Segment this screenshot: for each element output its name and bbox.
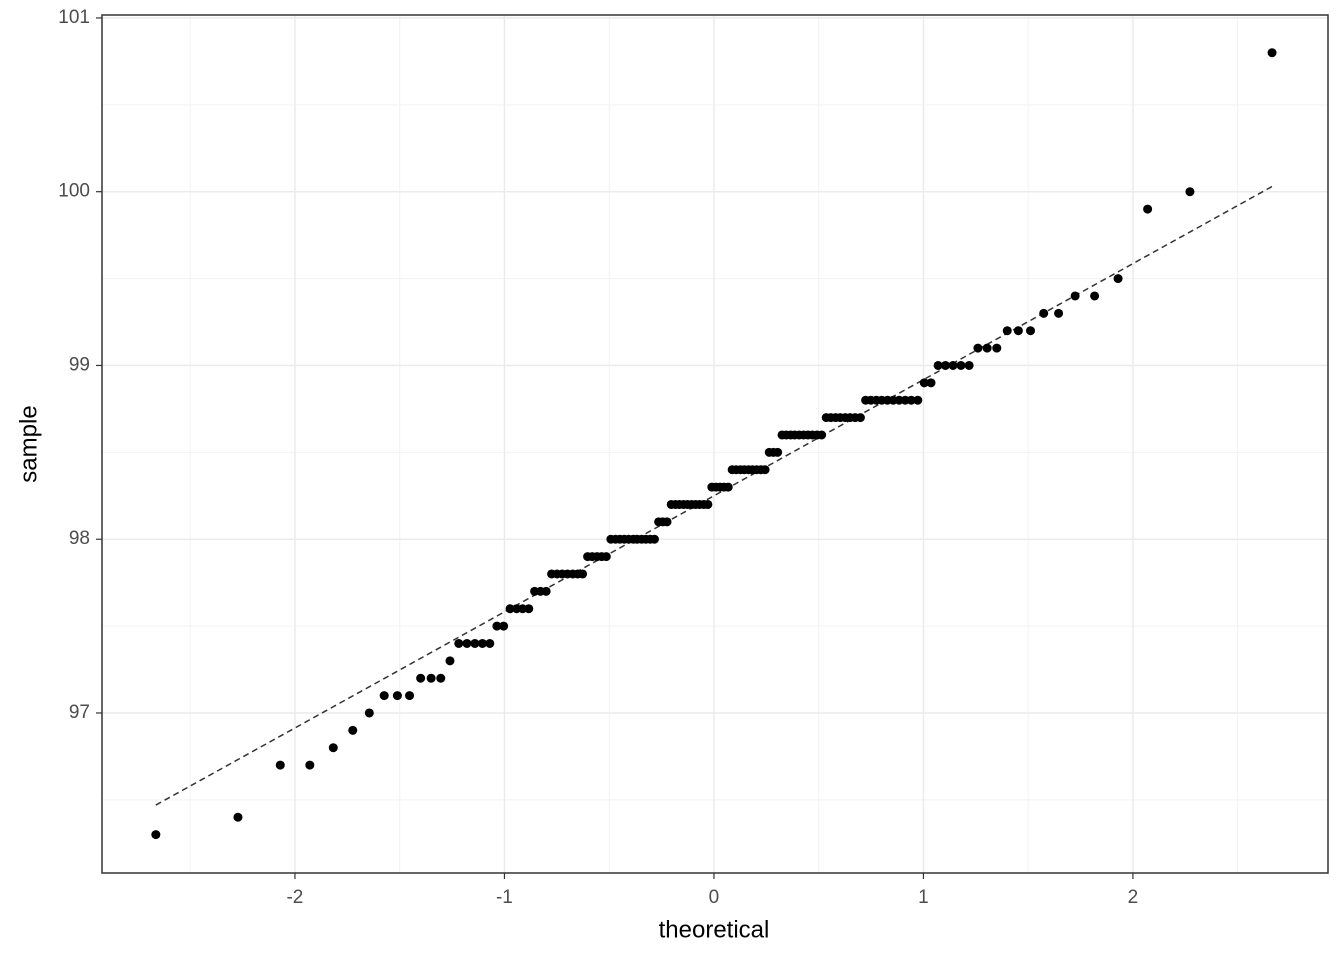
point bbox=[426, 673, 436, 683]
panel-border bbox=[101, 14, 1329, 874]
y-tick-label: 97 bbox=[69, 702, 90, 723]
point bbox=[151, 830, 161, 840]
y-tick-label: 101 bbox=[58, 7, 90, 28]
point bbox=[1143, 204, 1153, 214]
point bbox=[492, 621, 502, 631]
point bbox=[524, 604, 534, 614]
point bbox=[1002, 326, 1012, 336]
point bbox=[541, 586, 551, 596]
point bbox=[445, 656, 455, 666]
point bbox=[973, 343, 983, 353]
point bbox=[1090, 291, 1100, 301]
point bbox=[992, 343, 1002, 353]
point bbox=[906, 395, 916, 405]
x-tick-label: 1 bbox=[918, 887, 929, 908]
point bbox=[405, 691, 415, 701]
point bbox=[328, 743, 338, 753]
point bbox=[956, 360, 966, 370]
x-axis-title: theoretical bbox=[659, 916, 770, 943]
point bbox=[773, 447, 783, 457]
x-tick-label: -1 bbox=[496, 887, 513, 908]
point bbox=[964, 360, 974, 370]
point bbox=[233, 812, 243, 822]
point bbox=[662, 517, 672, 527]
point bbox=[470, 638, 480, 648]
point bbox=[723, 482, 733, 492]
point bbox=[1267, 48, 1277, 58]
point bbox=[578, 569, 588, 579]
point bbox=[348, 725, 358, 735]
point bbox=[364, 708, 374, 718]
x-tick-label: 0 bbox=[709, 887, 720, 908]
point bbox=[926, 378, 936, 388]
point bbox=[454, 638, 464, 648]
point bbox=[1070, 291, 1080, 301]
point bbox=[436, 673, 446, 683]
y-tick-label: 100 bbox=[58, 181, 90, 202]
x-tick-label: -2 bbox=[286, 887, 303, 908]
point bbox=[462, 638, 472, 648]
point bbox=[305, 760, 315, 770]
point bbox=[933, 360, 943, 370]
point bbox=[379, 691, 389, 701]
point bbox=[1185, 187, 1195, 197]
point bbox=[817, 430, 827, 440]
point bbox=[1113, 274, 1123, 284]
point bbox=[948, 360, 958, 370]
point bbox=[505, 604, 515, 614]
x-tick-label: 2 bbox=[1128, 887, 1139, 908]
point bbox=[1026, 326, 1036, 336]
point bbox=[760, 465, 770, 475]
point bbox=[392, 691, 402, 701]
point bbox=[275, 760, 285, 770]
point bbox=[1054, 308, 1064, 318]
point bbox=[1013, 326, 1023, 336]
point bbox=[485, 638, 495, 648]
y-tick-label: 98 bbox=[69, 528, 90, 549]
point bbox=[919, 378, 929, 388]
point bbox=[601, 552, 611, 562]
point bbox=[1039, 308, 1049, 318]
point bbox=[703, 499, 713, 509]
point bbox=[982, 343, 992, 353]
point bbox=[416, 673, 426, 683]
y-axis-title: sample bbox=[15, 405, 42, 482]
point bbox=[477, 638, 487, 648]
point bbox=[499, 621, 509, 631]
point bbox=[649, 534, 659, 544]
point bbox=[913, 395, 923, 405]
reference-line bbox=[155, 185, 1273, 806]
point bbox=[940, 360, 950, 370]
point bbox=[855, 413, 865, 423]
y-tick-label: 99 bbox=[69, 354, 90, 375]
